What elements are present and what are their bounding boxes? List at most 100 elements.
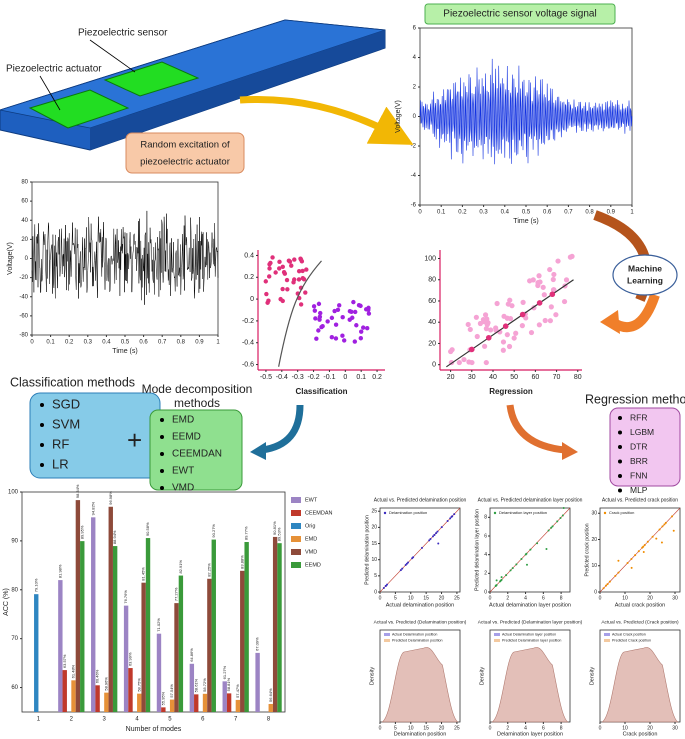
sample-point bbox=[528, 329, 535, 336]
legend-swatch bbox=[494, 633, 500, 636]
x-tick-label: 80 bbox=[574, 374, 582, 381]
legend-label: EMD bbox=[305, 536, 317, 542]
sample-point bbox=[287, 259, 293, 264]
sample-point bbox=[520, 299, 526, 305]
y-tick-label: 2 bbox=[484, 571, 487, 577]
prediction-point bbox=[511, 567, 514, 570]
mode-title: methods bbox=[174, 396, 220, 410]
flow-arrow bbox=[506, 404, 566, 454]
value-label: 90.58% bbox=[145, 522, 150, 536]
legend-label: Delamination position bbox=[389, 510, 427, 515]
x-axis-label: Time (s) bbox=[112, 348, 137, 355]
prediction-point bbox=[449, 517, 452, 520]
y-tick-label: 10 bbox=[371, 557, 377, 563]
x-tick-label: 20 bbox=[647, 725, 653, 731]
y-tick-label: -20 bbox=[19, 275, 28, 281]
x-tick-label: 3 bbox=[103, 717, 107, 723]
y-tick-label: 80 bbox=[11, 587, 18, 593]
x-tick-label: 6 bbox=[542, 725, 545, 731]
x-tick-label: 30 bbox=[672, 595, 678, 601]
y-tick-label: 8 bbox=[484, 515, 487, 521]
bullet bbox=[160, 469, 164, 473]
prediction-point bbox=[547, 529, 550, 532]
y-tick-label: 0 bbox=[484, 589, 487, 595]
method-item: CEEMDAN bbox=[172, 449, 222, 460]
legend-swatch bbox=[604, 633, 610, 636]
y-tick-label: 40 bbox=[428, 319, 436, 326]
bullet bbox=[618, 459, 622, 464]
bar bbox=[161, 707, 166, 712]
y-axis-label: Density bbox=[589, 667, 595, 686]
prediction-point bbox=[562, 507, 565, 509]
sample-point bbox=[465, 321, 471, 328]
legend-label: Predicted Delamination layer position bbox=[502, 638, 561, 642]
x-tick-label: 0 bbox=[30, 340, 34, 346]
y-axis-label: Predicted delamination position bbox=[364, 515, 370, 585]
sample-point bbox=[267, 274, 272, 279]
value-label: 58.72% bbox=[202, 678, 207, 692]
x-tick-label: 0 bbox=[379, 725, 382, 731]
sample-point bbox=[317, 314, 323, 319]
legend-label: Delamination layer position bbox=[499, 510, 547, 515]
fit-point bbox=[536, 300, 543, 306]
method-item: EMD bbox=[172, 415, 194, 426]
arrow-head bbox=[562, 442, 578, 460]
sample-point bbox=[449, 347, 455, 353]
bar bbox=[194, 694, 199, 712]
x-tick-label: 0.4 bbox=[501, 210, 510, 216]
x-tick-label: 20 bbox=[647, 595, 653, 601]
x-tick-label: 10 bbox=[408, 725, 414, 731]
signal-label: Piezoelectric sensor voltage signal bbox=[443, 9, 596, 20]
sample-point bbox=[494, 300, 500, 307]
bullet bbox=[160, 452, 164, 456]
value-label: 58.75% bbox=[136, 678, 141, 692]
x-axis-label: Actual delamination position bbox=[386, 602, 455, 608]
decision-boundary bbox=[278, 260, 322, 367]
sample-point bbox=[482, 312, 489, 318]
plot-title: Classification bbox=[295, 387, 347, 396]
y-tick-label: 20 bbox=[591, 537, 597, 543]
x-tick-label: 2 bbox=[70, 717, 74, 723]
x-tick-label: 0 bbox=[599, 595, 602, 601]
sample-point bbox=[300, 268, 305, 274]
sample-point bbox=[569, 253, 575, 259]
x-tick-label: 0.9 bbox=[195, 340, 204, 346]
bar bbox=[226, 693, 232, 712]
sample-point bbox=[493, 325, 499, 331]
y-tick-label: -0.4 bbox=[242, 340, 254, 347]
x-tick-label: 0.7 bbox=[564, 210, 573, 216]
bar bbox=[255, 652, 260, 712]
sample-point bbox=[298, 302, 304, 307]
sample-point bbox=[296, 268, 302, 274]
y-tick-label: 100 bbox=[8, 490, 19, 496]
x-tick-label: 60 bbox=[531, 374, 539, 381]
legend-swatch bbox=[291, 536, 301, 542]
x-tick-label: 8 bbox=[267, 717, 271, 723]
sample-point bbox=[541, 292, 547, 298]
prediction-point bbox=[505, 574, 508, 577]
legend-swatch bbox=[384, 639, 390, 642]
bar bbox=[75, 500, 81, 712]
sample-point bbox=[313, 316, 318, 321]
sample-point bbox=[365, 326, 370, 331]
brain-icon bbox=[612, 254, 678, 296]
y-tick-label: 40 bbox=[21, 218, 28, 224]
x-tick-label: 0.3 bbox=[479, 210, 488, 216]
diagonal bbox=[599, 507, 681, 593]
plot-frame bbox=[379, 507, 461, 593]
prediction-point bbox=[428, 539, 431, 542]
y-tick-label: 0 bbox=[594, 589, 597, 595]
bar bbox=[141, 582, 146, 712]
x-tick-label: 50 bbox=[510, 374, 518, 381]
sample-point bbox=[291, 280, 296, 285]
x-tick-label: 0.1 bbox=[46, 340, 55, 346]
prediction-point bbox=[451, 515, 454, 518]
y-tick-label: 70 bbox=[11, 636, 18, 642]
legend-dot bbox=[493, 511, 497, 515]
plot-frame bbox=[599, 507, 681, 593]
x-tick-label: 8 bbox=[560, 725, 563, 731]
value-label: 55.95% bbox=[160, 691, 165, 705]
prediction-point bbox=[405, 562, 408, 565]
sensor-label: Piezoelectric sensor bbox=[78, 28, 168, 39]
prediction-point bbox=[429, 537, 432, 540]
